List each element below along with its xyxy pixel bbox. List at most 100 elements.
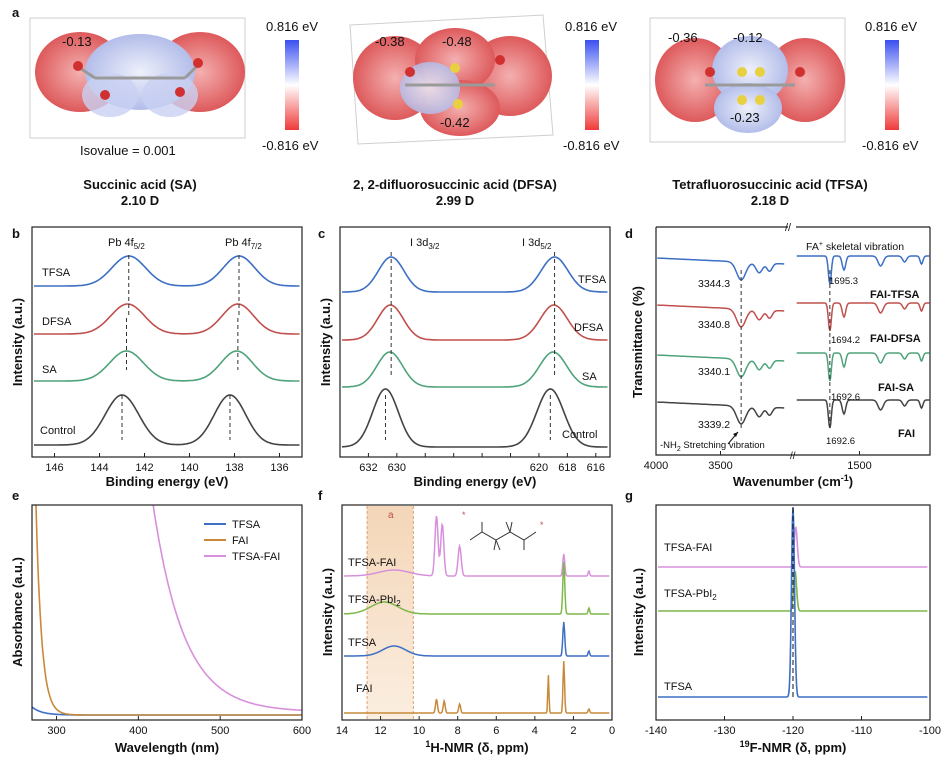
- skeletal-peak-label: 1695.3: [829, 276, 858, 287]
- x-tick-label: 632: [359, 462, 377, 474]
- nh-peak-label: 3339.2: [698, 419, 730, 431]
- x-tick-label: 600: [293, 725, 311, 737]
- plot-frame: [341, 504, 613, 721]
- molecule-name-tfsa: Tetrafluorosuccinic acid (TFSA): [672, 177, 868, 192]
- series-line: [344, 660, 610, 714]
- fluorine-atom-icon: [737, 95, 747, 105]
- series-label: FAI-TFSA: [870, 289, 920, 301]
- series-label: DFSA: [42, 316, 72, 328]
- legend-label: FAI: [232, 535, 249, 547]
- x-axis-title: Binding energy (eV): [106, 474, 229, 489]
- oxygen-atom-icon: [175, 87, 185, 97]
- molecule-name-dfsa: 2, 2-difluorosuccinic acid (DFSA): [353, 177, 557, 192]
- esp-map-dfsa: -0.38 -0.48 -0.42: [349, 14, 554, 145]
- x-tick-label: 4000: [644, 460, 668, 472]
- y-axis-title: Intensity (a.u.): [631, 568, 646, 656]
- scale-min: -0.816 eV: [862, 138, 919, 153]
- series-line-tfsa: [342, 256, 608, 293]
- plot-frame: [31, 226, 303, 458]
- fluorine-atom-icon: [737, 67, 747, 77]
- panel-label-c: c: [318, 226, 325, 241]
- legend: TFSA FAI TFSA-FAI: [204, 519, 280, 563]
- dipole-tfsa: 2.18 D: [751, 193, 789, 208]
- skeletal-annotation: FA+ skeletal vibration: [806, 241, 904, 253]
- charge-label: -0.38: [375, 34, 405, 49]
- series-label: TFSA: [348, 637, 377, 649]
- scale-max: 0.816 eV: [565, 19, 617, 34]
- scale-max: 0.816 eV: [266, 19, 318, 34]
- plot-frame: [655, 227, 931, 456]
- fluorine-atom-icon: [755, 67, 765, 77]
- series-label: Control: [40, 425, 75, 437]
- x-tick-label: 8: [455, 725, 461, 737]
- x-tick-label: 140: [180, 462, 198, 474]
- esp-map-tfsa: -0.36 -0.12 -0.23: [649, 17, 846, 143]
- y-axis-title: Intensity (a.u.): [10, 298, 25, 386]
- x-axis-title: Binding energy (eV): [414, 474, 537, 489]
- plot-frame: [339, 226, 611, 458]
- scale-max: 0.816 eV: [865, 19, 917, 34]
- chart-panel-c: 632 630 620 618 616 TFSA DFSA SA Control I 3…: [318, 226, 611, 489]
- x-tick-label: -110: [851, 725, 872, 737]
- proton-marker-icon: *: [462, 510, 466, 520]
- plot-frame: [31, 504, 303, 721]
- series-label: TFSA-FAI: [664, 542, 712, 554]
- axis-break-icon: //: [790, 451, 796, 462]
- series-line: [344, 621, 610, 657]
- x-tick-label: 144: [90, 462, 108, 474]
- chart-panel-g: -140 -130 -120 -110 -100 TFSA-FAI TFSA-PbI2 …: [631, 504, 941, 755]
- series-line-control: [34, 394, 300, 446]
- series-label: DFSA: [574, 322, 604, 334]
- fluorine-atom-icon: [755, 95, 765, 105]
- x-tick-label: 142: [135, 462, 153, 474]
- x-tick-label: 138: [225, 462, 243, 474]
- series-label: TFSA: [578, 274, 607, 286]
- peak-label: I 3d5/2: [522, 237, 552, 251]
- isovalue-label: Isovalue = 0.001: [80, 143, 176, 158]
- series-line-dfsa: [342, 304, 608, 341]
- oxygen-atom-icon: [73, 61, 83, 71]
- series-label: TFSA-PbI2: [348, 594, 401, 608]
- series-label: FAI-DFSA: [870, 333, 921, 345]
- nh-peak-label: 3340.1: [698, 366, 730, 378]
- panel-label-e: e: [12, 488, 19, 503]
- chart-panel-d: // 4000 3500 1500 // FA+ skeletal vibration…: [630, 222, 931, 489]
- x-tick-label: 2: [570, 725, 576, 737]
- panel-label-d: d: [625, 226, 633, 241]
- peak-label: I 3d3/2: [410, 237, 440, 251]
- peak-label: Pb 4f7/2: [225, 237, 262, 251]
- series-line-fai-sa: [796, 352, 930, 382]
- series-line-fai-tfsa: [657, 257, 785, 281]
- oxygen-atom-icon: [100, 90, 110, 100]
- x-tick-label: 10: [413, 725, 425, 737]
- series-label: TFSA: [664, 681, 693, 693]
- arrow-head-icon: [733, 432, 738, 437]
- charge-label: -0.13: [62, 34, 92, 49]
- x-tick-label: 500: [211, 725, 229, 737]
- x-tick-label: 616: [587, 462, 605, 474]
- oxygen-atom-icon: [795, 67, 805, 77]
- legend-label: TFSA-FAI: [232, 551, 280, 563]
- x-axis-title: 1H-NMR (δ, ppm): [425, 739, 528, 755]
- series-label: TFSA-PbI2: [664, 588, 717, 602]
- scale-min: -0.816 eV: [563, 138, 620, 153]
- panel-label-g: g: [625, 488, 633, 503]
- x-tick-label: -140: [645, 725, 667, 737]
- chart-panel-b: 146 144 142 140 138 136 TFSA DFSA SA Control …: [10, 226, 303, 489]
- y-axis-title: Intensity (a.u.): [320, 568, 335, 656]
- series-label: Control: [562, 429, 597, 441]
- series-label: FAI: [356, 683, 373, 695]
- series-line: [343, 561, 610, 615]
- proton-marker-icon: *: [540, 520, 544, 530]
- x-axis-title: Wavelength (nm): [115, 740, 219, 755]
- color-scale-bar: [585, 40, 599, 130]
- charge-label: -0.36: [668, 30, 698, 45]
- chart-panel-e: 300 400 500 600 TFSA FAI TFSA-FAI Wavelengt…: [10, 504, 311, 755]
- x-tick-label: 400: [129, 725, 147, 737]
- x-tick-label: 136: [270, 462, 288, 474]
- series-line-tfsa-fai: [152, 505, 302, 712]
- series-line: [658, 506, 928, 698]
- x-axis-title: Wavenumber (cm-1): [733, 473, 853, 489]
- tfsa-structure-icon: [469, 521, 537, 551]
- charge-label: -0.48: [442, 34, 472, 49]
